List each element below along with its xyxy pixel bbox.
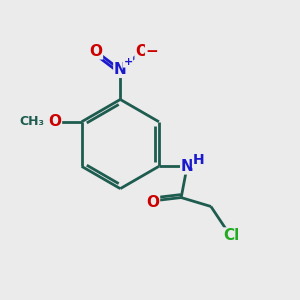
Text: O: O	[146, 194, 159, 209]
Text: O: O	[89, 44, 102, 59]
Text: Cl: Cl	[223, 228, 239, 243]
Text: N: N	[114, 62, 127, 77]
Text: +: +	[123, 57, 133, 67]
Text: H: H	[193, 153, 204, 167]
Text: O: O	[48, 114, 62, 129]
Text: N: N	[181, 159, 194, 174]
Text: O: O	[135, 44, 148, 59]
Text: −: −	[146, 44, 158, 59]
Text: CH₃: CH₃	[19, 115, 44, 128]
